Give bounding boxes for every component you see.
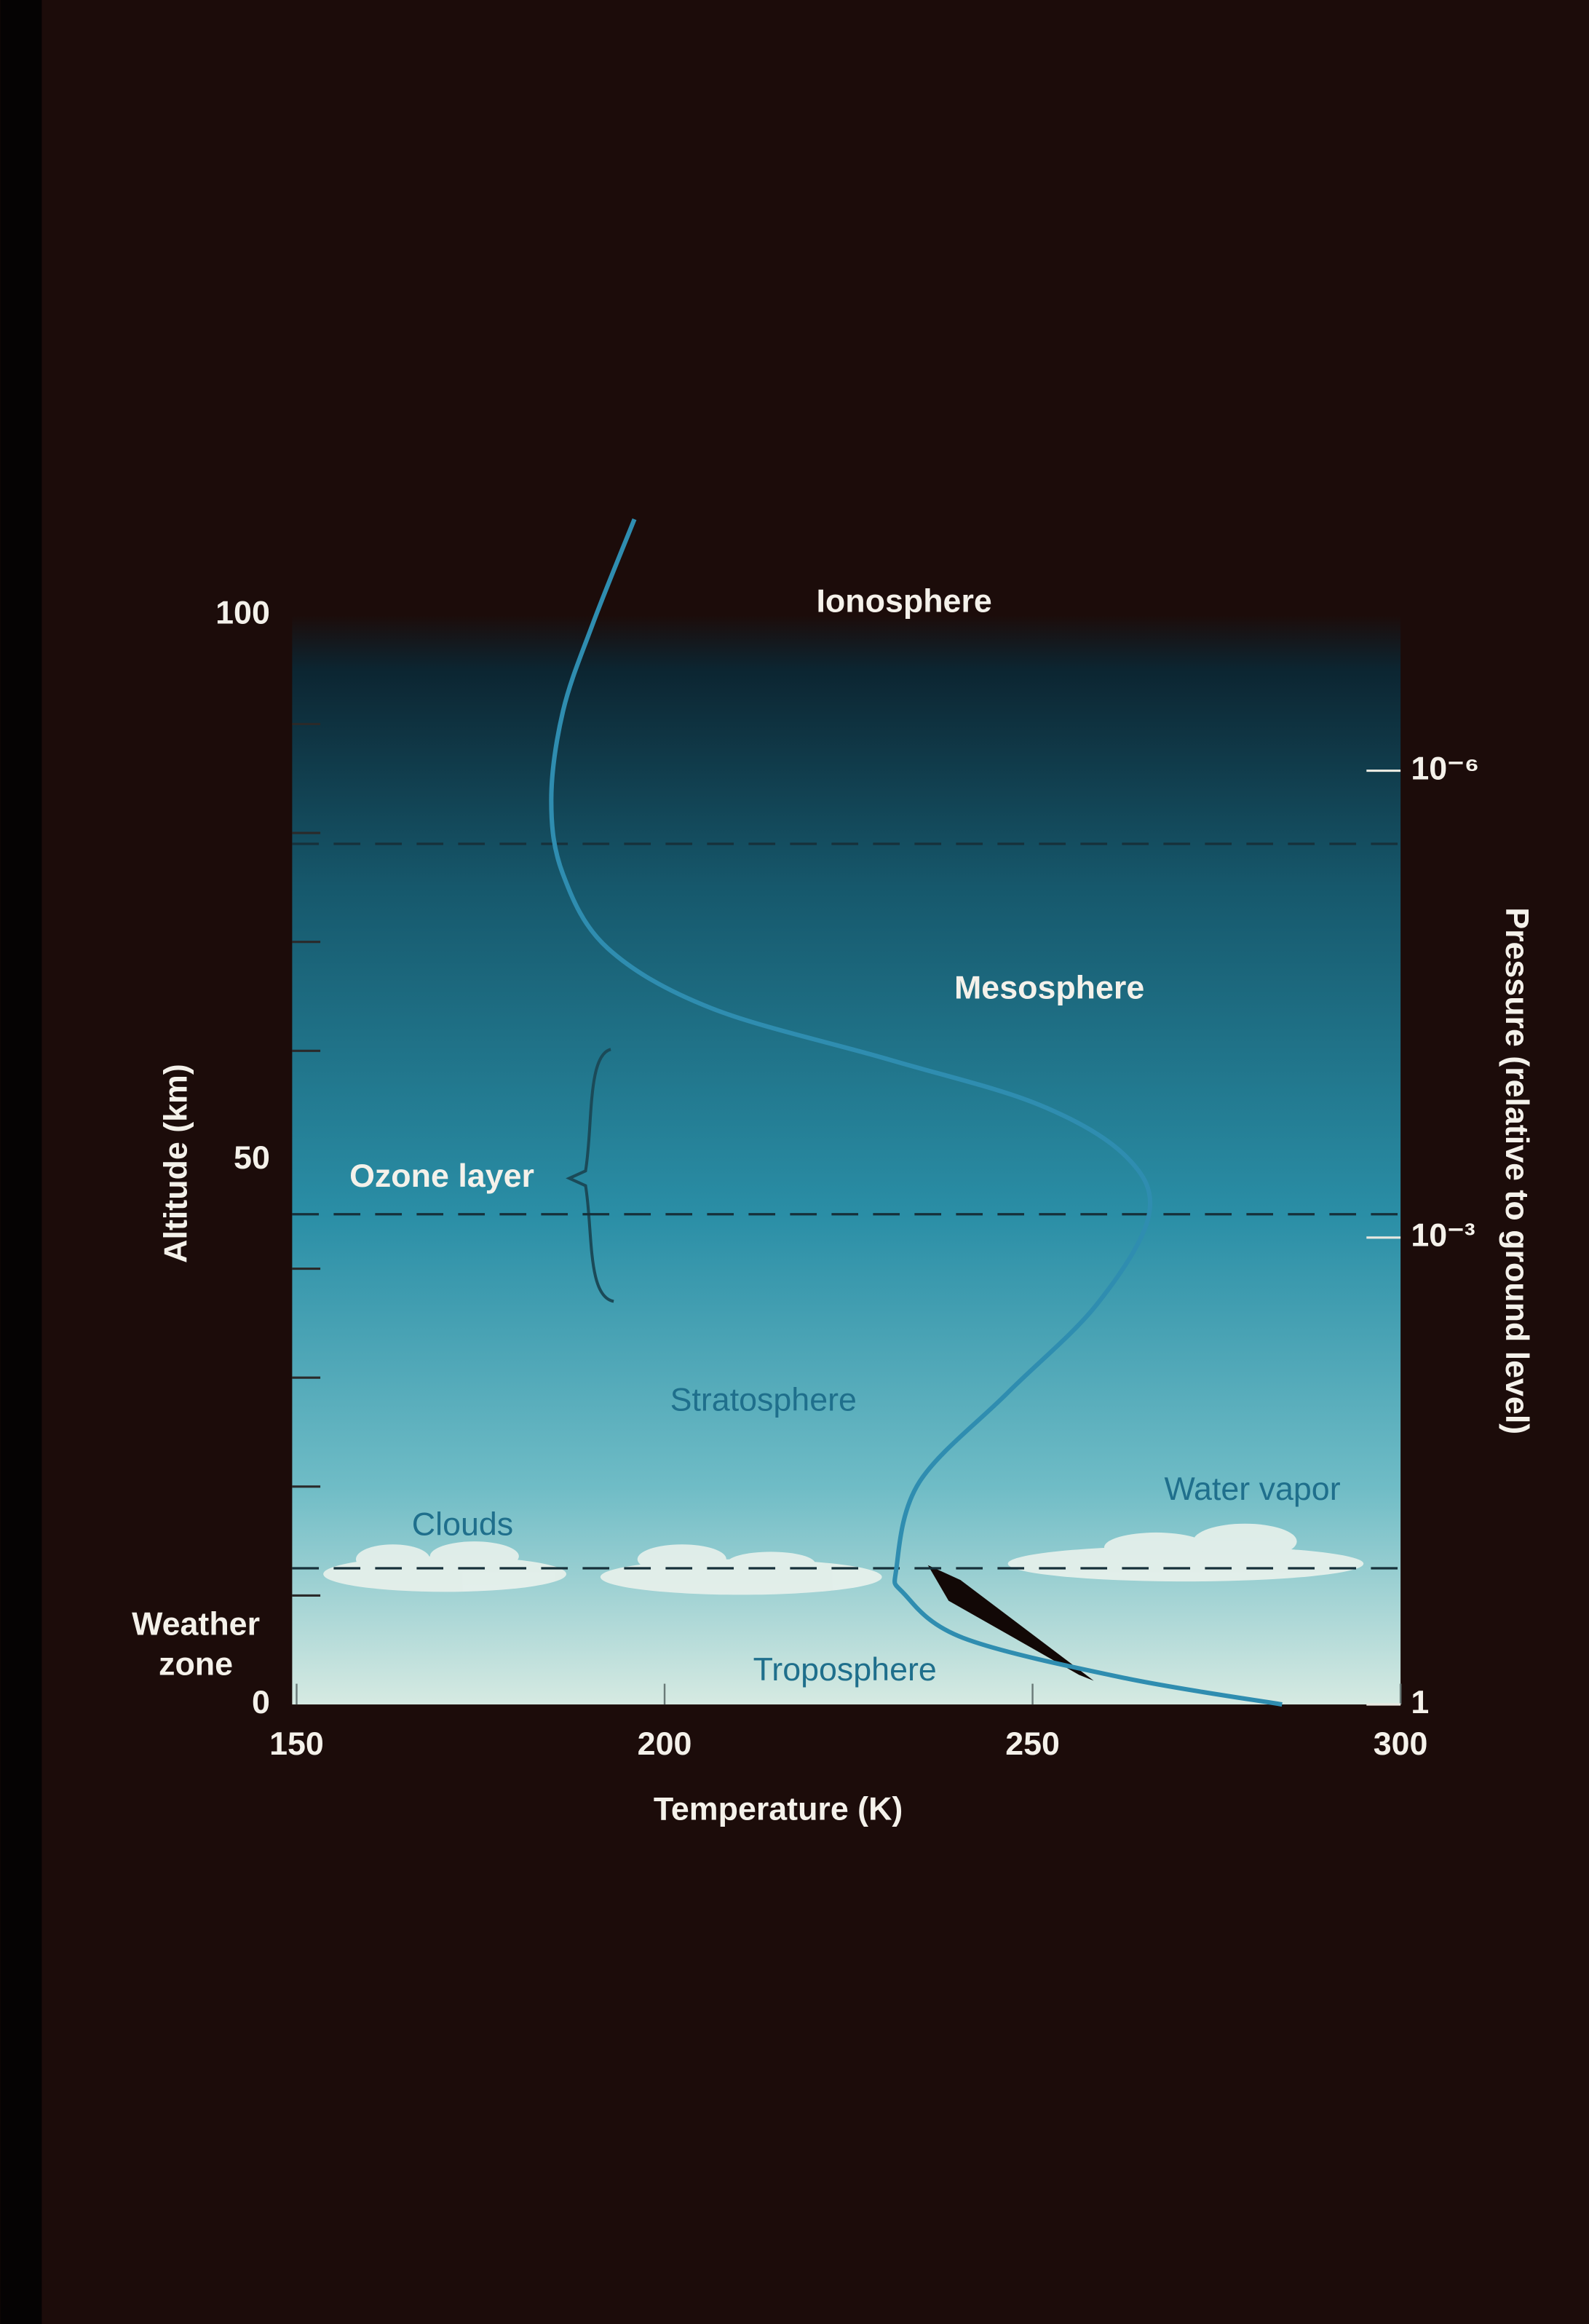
plot-area <box>292 614 1401 1705</box>
temperature-line <box>549 518 1283 1707</box>
x-tick-label: 150 <box>269 1726 324 1762</box>
annotation-box: Weather zone <box>132 1605 261 1683</box>
x-tick-label: 250 <box>1005 1726 1060 1762</box>
ozone-brace <box>566 1048 614 1303</box>
annotation: Stratosphere <box>670 1382 857 1418</box>
y2-axis-label: Pressure (relative to ground level) <box>1499 907 1535 1434</box>
annotation: Ionosphere <box>817 582 992 619</box>
edge <box>0 0 42 2324</box>
annotation: Ozone layer <box>349 1158 534 1194</box>
x-tick-label: 300 <box>1374 1726 1428 1762</box>
x-axis-label: Temperature (K) <box>654 1790 903 1827</box>
x-tick-label: 200 <box>638 1726 692 1762</box>
clouds <box>323 1523 1364 1595</box>
feather <box>927 1565 1094 1681</box>
y-tick-label: 100 <box>215 595 270 631</box>
annotation: Troposphere <box>753 1651 937 1688</box>
annotation: Clouds <box>412 1506 513 1543</box>
y-tick-label: 50 <box>234 1139 270 1176</box>
y2-tick-label: 10⁻⁶ <box>1411 750 1479 786</box>
y2-tick-label: 1 <box>1411 1684 1429 1720</box>
y-axis-label: Altitude (km) <box>157 1064 194 1263</box>
annotation: Weather zone <box>132 1605 261 1683</box>
y2-tick-label: 10⁻³ <box>1411 1217 1475 1254</box>
annotation: Mesosphere <box>954 970 1144 1006</box>
y-tick-label: 0 <box>252 1684 270 1720</box>
annotation: Water vapor <box>1164 1471 1340 1507</box>
